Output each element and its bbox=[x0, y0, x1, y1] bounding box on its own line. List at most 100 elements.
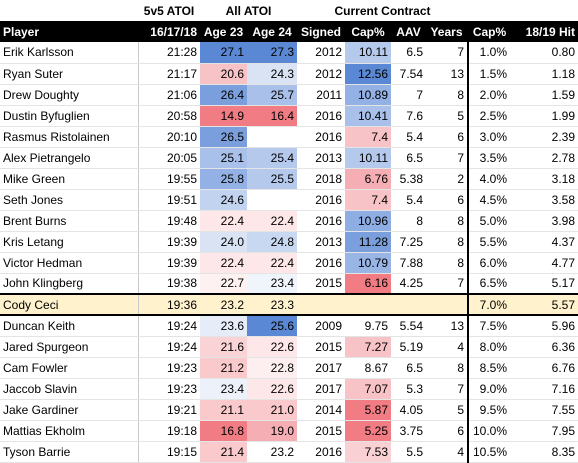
cell-cap: 10.11 bbox=[345, 42, 391, 64]
cell-aav: 5.4 bbox=[391, 189, 426, 211]
cell-toi: 19:24 bbox=[137, 336, 200, 358]
cell-hit: 3.98 bbox=[510, 210, 578, 232]
cell-age23: 20.6 bbox=[200, 63, 247, 85]
cell-cap-pct: 4.5% bbox=[467, 189, 510, 211]
cell-cap-pct: 8.0% bbox=[467, 336, 510, 358]
cell-hit: 1.18 bbox=[510, 63, 578, 85]
cell-years: 8 bbox=[426, 84, 468, 106]
cell-age24: 22.4 bbox=[247, 252, 297, 274]
cell-hit: 5.96 bbox=[510, 315, 578, 337]
cell-cap: 7.4 bbox=[345, 189, 391, 211]
cell-player: Alex Pietrangelo bbox=[0, 147, 138, 169]
cell-age24: 19.0 bbox=[247, 420, 297, 442]
table-row: Jared Spurgeon 19:24 21.6 22.6 2015 7.27 5.19 4… bbox=[0, 336, 578, 358]
cell-age23: 14.9 bbox=[200, 105, 247, 127]
cell-years: 5 bbox=[426, 399, 468, 421]
cell-player: Jaccob Slavin bbox=[0, 378, 138, 400]
cell-years: 2 bbox=[426, 168, 468, 190]
cell-player: Cody Ceci bbox=[0, 293, 138, 316]
cell-age23: 23.4 bbox=[200, 378, 247, 400]
group-all-atoi: All ATOI bbox=[225, 3, 272, 18]
cell-aav: 5.3 bbox=[391, 378, 426, 400]
cell-age23: 21.4 bbox=[200, 441, 247, 463]
cell-cap: 10.96 bbox=[345, 210, 391, 232]
cell-cap-pct: 3.0% bbox=[467, 126, 510, 148]
col-header-cap: Cap% bbox=[345, 21, 391, 42]
cell-age24: 25.5 bbox=[247, 168, 297, 190]
cell-toi: 21:06 bbox=[137, 84, 200, 106]
cell-toi: 19:39 bbox=[137, 252, 200, 274]
cell-age23: 21.6 bbox=[200, 336, 247, 358]
table-row: Rasmus Ristolainen 20:10 26.5 2016 7.4 5.4 6 3.… bbox=[0, 126, 578, 148]
cell-signed: 2016 bbox=[297, 441, 345, 463]
cell-hit: 7.95 bbox=[510, 420, 578, 442]
cell-age24: 25.6 bbox=[247, 315, 297, 337]
cell-toi: 20:58 bbox=[137, 105, 200, 127]
cell-toi: 19:23 bbox=[137, 357, 200, 379]
cell-aav: 7.54 bbox=[391, 63, 426, 85]
cell-player: Mattias Ekholm bbox=[0, 420, 138, 442]
table-row: Brent Burns 19:48 22.4 22.4 2016 10.96 8 8 5.0% 3… bbox=[0, 210, 578, 232]
cell-aav: 5.54 bbox=[391, 315, 426, 337]
cell-cap: 10.89 bbox=[345, 84, 391, 106]
cell-toi: 19:51 bbox=[137, 189, 200, 211]
cell-years: 7 bbox=[426, 378, 468, 400]
cell-cap-pct: 6.5% bbox=[467, 273, 510, 295]
cell-years: 7 bbox=[426, 273, 468, 295]
cell-cap: 10.11 bbox=[345, 147, 391, 169]
cell-hit: 2.78 bbox=[510, 147, 578, 169]
cell-signed: 2013 bbox=[297, 231, 345, 253]
cell-signed: 2011 bbox=[297, 84, 345, 106]
cell-cap-pct: 1.0% bbox=[467, 42, 510, 64]
cell-aav: 8 bbox=[391, 210, 426, 232]
cell-player: Brent Burns bbox=[0, 210, 138, 232]
cell-toi: 21:28 bbox=[137, 42, 200, 64]
cell-player: Tyson Barrie bbox=[0, 441, 138, 463]
column-header-row: Player 16/17/18 Age 23 Age 24 Signed Cap… bbox=[0, 21, 578, 42]
table-row: Duncan Keith 19:24 23.6 25.6 2009 9.75 5.54 13 7… bbox=[0, 315, 578, 337]
cell-signed: 2016 bbox=[297, 252, 345, 274]
cell-age24: 22.6 bbox=[247, 378, 297, 400]
cell-player: Jake Gardiner bbox=[0, 399, 138, 421]
cell-cap-pct: 10.0% bbox=[467, 420, 510, 442]
col-header-age23: Age 23 bbox=[200, 21, 247, 42]
cell-hit: 6.76 bbox=[510, 357, 578, 379]
cell-player: Ryan Suter bbox=[0, 63, 138, 85]
table-row: John Klingberg 19:38 22.7 23.4 2015 6.16 4.25 7… bbox=[0, 273, 578, 295]
cell-years: 6 bbox=[426, 189, 468, 211]
cell-aav: 5.5 bbox=[391, 441, 426, 463]
col-header-cap-pct: Cap% bbox=[467, 21, 510, 42]
cell-aav: 4.05 bbox=[391, 399, 426, 421]
cell-toi: 19:38 bbox=[137, 273, 200, 295]
table-row: Mattias Ekholm 19:18 16.8 19.0 2015 5.25 3.75 6… bbox=[0, 420, 578, 442]
cell-age24: 22.8 bbox=[247, 357, 297, 379]
cell-cap: 7.4 bbox=[345, 126, 391, 148]
cell-cap-pct: 7.5% bbox=[467, 315, 510, 337]
cell-toi: 20:05 bbox=[137, 147, 200, 169]
cell-player: Erik Karlsson bbox=[0, 42, 138, 64]
cell-aav: 7.88 bbox=[391, 252, 426, 274]
cell-age23: 23.6 bbox=[200, 315, 247, 337]
cell-cap: 5.25 bbox=[345, 420, 391, 442]
group-header-row: 5v5 ATOI All ATOI Current Contract bbox=[0, 0, 578, 21]
cell-years: 8 bbox=[426, 252, 468, 274]
cell-toi: 19:39 bbox=[137, 231, 200, 253]
cell-years: 4 bbox=[426, 336, 468, 358]
cell-player: Dustin Byfuglien bbox=[0, 105, 138, 127]
cell-player: Jared Spurgeon bbox=[0, 336, 138, 358]
cell-player: Victor Hedman bbox=[0, 252, 138, 274]
cell-hit: 3.18 bbox=[510, 168, 578, 190]
cell-aav: 7.6 bbox=[391, 105, 426, 127]
cell-aav: 4.25 bbox=[391, 273, 426, 295]
cell-age23: 16.8 bbox=[200, 420, 247, 442]
col-header-signed: Signed bbox=[297, 21, 345, 42]
cell-aav: 6.5 bbox=[391, 42, 426, 64]
cell-aav: 5.38 bbox=[391, 168, 426, 190]
cell-toi: 19:18 bbox=[137, 420, 200, 442]
cell-aav: 3.75 bbox=[391, 420, 426, 442]
table-row: Jaccob Slavin 19:23 23.4 22.6 2017 7.07 5.3 7 9.… bbox=[0, 378, 578, 400]
cell-age23: 24.0 bbox=[200, 231, 247, 253]
cell-cap-pct: 9.5% bbox=[467, 399, 510, 421]
cell-age24: 24.3 bbox=[247, 63, 297, 85]
